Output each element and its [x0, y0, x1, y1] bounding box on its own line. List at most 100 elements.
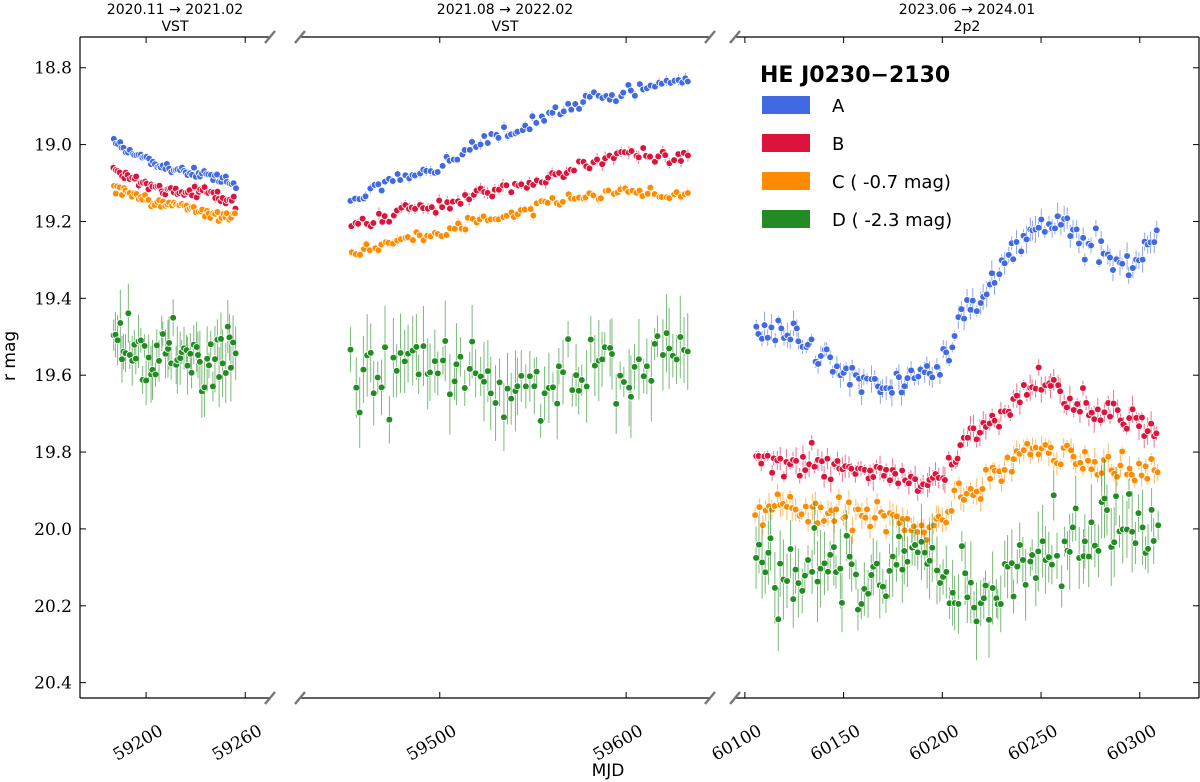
- data-point-D: [389, 353, 398, 362]
- y-tick-label: 20.2: [34, 597, 72, 617]
- data-point-B: [1090, 415, 1099, 424]
- data-point-D: [200, 383, 209, 392]
- data-point-C: [845, 498, 853, 507]
- data-point-D: [211, 355, 219, 363]
- data-point-D: [808, 568, 816, 576]
- data-point-D: [205, 361, 213, 370]
- data-point-C: [866, 522, 874, 531]
- legend-label-C: C ( -0.7 mag): [832, 172, 951, 193]
- data-point-C: [1141, 462, 1150, 470]
- data-point-D: [783, 577, 791, 585]
- data-point-D: [500, 413, 508, 422]
- data-point-D: [1149, 537, 1158, 545]
- data-point-D: [665, 344, 673, 353]
- data-point-D: [118, 355, 126, 364]
- data-point-A: [619, 88, 628, 97]
- y-axis-label: r mag: [0, 331, 20, 381]
- data-point-D: [530, 382, 539, 390]
- data-point-C: [1143, 474, 1152, 483]
- data-point-D: [369, 389, 378, 398]
- data-point-D: [643, 362, 651, 371]
- data-point-D: [231, 349, 240, 358]
- data-point-A: [559, 107, 568, 116]
- data-point-D: [574, 386, 583, 395]
- data-point-D: [820, 559, 829, 568]
- data-point-A: [525, 125, 534, 134]
- data-point-D: [917, 538, 926, 546]
- panel-3: 60100 60150 60200 60250 60300 2023.06 → 2024.…: [709, 2, 1200, 765]
- data-point-A: [388, 177, 397, 185]
- data-point-B: [132, 172, 140, 181]
- data-point-C: [882, 527, 890, 536]
- data-point-A: [1034, 223, 1043, 232]
- data-point-D: [920, 548, 929, 557]
- data-point-D: [857, 600, 866, 608]
- data-point-B: [763, 451, 772, 460]
- data-point-D: [186, 349, 195, 358]
- panel-title: 2020.11 → 2021.02: [107, 2, 243, 18]
- data-point-A: [1109, 266, 1117, 274]
- data-point-B: [385, 217, 393, 226]
- data-point-B: [1100, 408, 1109, 417]
- data-point-D: [1131, 539, 1140, 547]
- data-point-A: [1040, 228, 1049, 236]
- data-point-A: [767, 323, 776, 332]
- data-point-C: [665, 194, 673, 202]
- data-point-D: [1065, 548, 1074, 556]
- data-point-B: [639, 144, 648, 152]
- data-point-C: [646, 183, 655, 192]
- data-point-B: [627, 147, 636, 155]
- y-tick-label: 18.8: [34, 59, 72, 79]
- data-point-D: [346, 345, 355, 354]
- data-point-A: [933, 363, 941, 371]
- data-point-C: [986, 474, 994, 483]
- data-point-D: [774, 615, 783, 624]
- data-point-A: [468, 138, 476, 146]
- data-point-D: [913, 548, 922, 557]
- data-point-B: [446, 204, 454, 213]
- data-point-D: [377, 383, 386, 392]
- data-point-C: [832, 505, 841, 514]
- data-point-A: [1097, 237, 1105, 245]
- data-point-B: [1016, 398, 1024, 407]
- data-point-D: [842, 531, 851, 540]
- data-point-A: [579, 98, 587, 106]
- data-point-D: [218, 359, 227, 368]
- axis-break-mark: [729, 691, 741, 705]
- data-point-D: [359, 365, 368, 374]
- data-point-D: [577, 376, 586, 384]
- data-point-D: [898, 565, 907, 574]
- panels-layer: 18.8 19.0 19.2 19.4 19.6 19.8 20.0 20.2 20.4 5920…: [34, 2, 1200, 765]
- data-point-C: [920, 528, 928, 537]
- data-point-D: [612, 400, 620, 408]
- data-point-D: [635, 355, 643, 364]
- x-tick-label: 60100: [709, 721, 766, 765]
- data-point-D: [771, 584, 779, 592]
- y-tick-label: 19.8: [34, 443, 72, 463]
- data-point-B: [1049, 376, 1058, 384]
- data-point-D: [495, 378, 504, 387]
- data-point-B: [869, 473, 878, 481]
- data-point-D: [165, 339, 173, 347]
- data-point-A: [190, 163, 198, 172]
- data-point-C: [997, 477, 1006, 485]
- data-point-D: [826, 551, 834, 559]
- data-point-D: [113, 336, 122, 345]
- data-point-D: [900, 547, 909, 555]
- data-point-D: [460, 384, 469, 392]
- data-point-B: [1113, 406, 1122, 414]
- data-point-A: [1128, 264, 1137, 272]
- data-point-B: [585, 164, 594, 173]
- data-point-D: [966, 578, 975, 587]
- data-point-B: [1023, 391, 1031, 399]
- data-point-C: [871, 514, 879, 522]
- data-point-D: [1049, 491, 1058, 500]
- data-point-A: [900, 382, 909, 390]
- data-point-B: [1082, 399, 1090, 407]
- data-point-B: [1076, 407, 1084, 416]
- data-point-D: [486, 389, 495, 398]
- data-point-A: [1087, 241, 1095, 250]
- data-point-D: [176, 354, 184, 362]
- data-point-A: [995, 270, 1004, 278]
- data-point-D: [392, 367, 401, 375]
